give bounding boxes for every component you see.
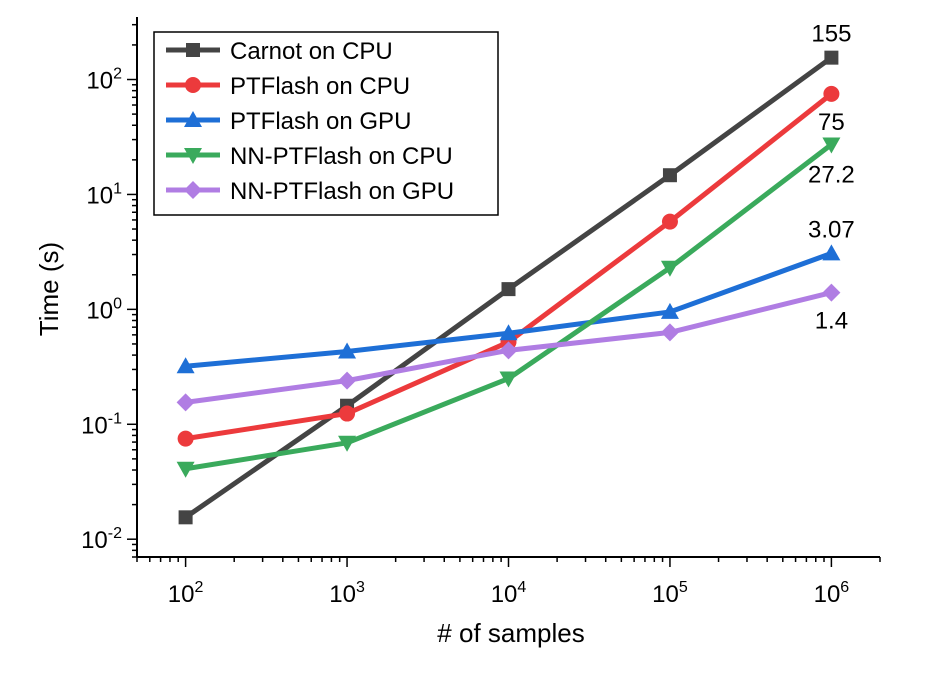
data-label: 3.07	[808, 216, 855, 243]
data-label: 155	[811, 21, 851, 48]
data-point	[824, 50, 839, 65]
data-point	[499, 324, 518, 341]
legend-marker	[184, 148, 202, 164]
data-point	[338, 371, 357, 390]
data-point	[501, 282, 516, 297]
series-nn-ptflash-on-gpu	[176, 283, 841, 412]
x-tick-label: 103	[329, 579, 365, 608]
data-point	[823, 85, 840, 102]
x-tick-label: 105	[652, 579, 688, 608]
data-point	[176, 393, 195, 412]
x-axis-label: # of samples	[437, 618, 584, 648]
data-point	[338, 435, 357, 452]
annotations-layer: 155 75 27.2 3.07 1.4	[808, 21, 855, 335]
data-point	[660, 323, 679, 342]
legend-label: NN-PTFlash on CPU	[230, 143, 453, 170]
series-nn-ptflash-on-cpu	[176, 137, 841, 478]
data-point	[660, 302, 679, 319]
x-tick-label: 102	[168, 579, 204, 608]
legend: Carnot on CPU PTFlash on CPU PTFlash on GP…	[153, 31, 499, 216]
data-point	[339, 405, 356, 422]
y-axis-label: Time (s)	[34, 242, 64, 336]
data-point	[822, 244, 841, 261]
legend-label: PTFlash on GPU	[230, 108, 411, 135]
legend-marker	[185, 77, 201, 93]
x-tick-label: 106	[814, 579, 850, 608]
x-tick-label: 104	[491, 579, 527, 608]
data-point	[338, 342, 357, 359]
data-point	[176, 357, 195, 374]
y-tick-label: 101	[86, 180, 122, 209]
data-point	[662, 168, 677, 183]
y-tick-label: 10-1	[81, 410, 122, 439]
data-point	[822, 137, 841, 154]
data-label: 75	[818, 109, 845, 136]
data-point	[176, 461, 195, 478]
legend-marker	[186, 43, 200, 57]
data-point	[499, 341, 518, 360]
legend-marker	[184, 111, 202, 127]
data-label: 27.2	[808, 162, 855, 189]
legend-entry: Carnot on CPU	[166, 38, 393, 65]
axes-group: 102 103 104 105 106 10-2 10-1 100 101 102	[81, 17, 881, 608]
data-point	[661, 213, 678, 230]
legend-entry: PTFlash on GPU	[166, 108, 411, 135]
legend-box	[153, 31, 499, 216]
data-point	[177, 430, 194, 447]
data-point	[499, 371, 518, 388]
data-point	[822, 283, 841, 302]
series-layer	[176, 50, 841, 525]
legend-entry: NN-PTFlash on GPU	[166, 178, 454, 205]
legend-label: Carnot on CPU	[230, 38, 393, 65]
legend-label: NN-PTFlash on GPU	[230, 178, 454, 205]
data-point	[660, 260, 679, 277]
y-tick-label: 102	[86, 66, 122, 95]
series-ptflash-on-gpu	[176, 244, 841, 374]
y-tick-label: 10-2	[81, 525, 122, 554]
legend-entry: PTFlash on CPU	[166, 73, 410, 100]
legend-label: PTFlash on CPU	[230, 73, 410, 100]
legend-entry: NN-PTFlash on CPU	[166, 143, 453, 170]
data-point	[178, 510, 193, 525]
legend-marker	[184, 181, 202, 199]
y-tick-label: 100	[86, 295, 122, 324]
data-label: 1.4	[815, 308, 848, 335]
